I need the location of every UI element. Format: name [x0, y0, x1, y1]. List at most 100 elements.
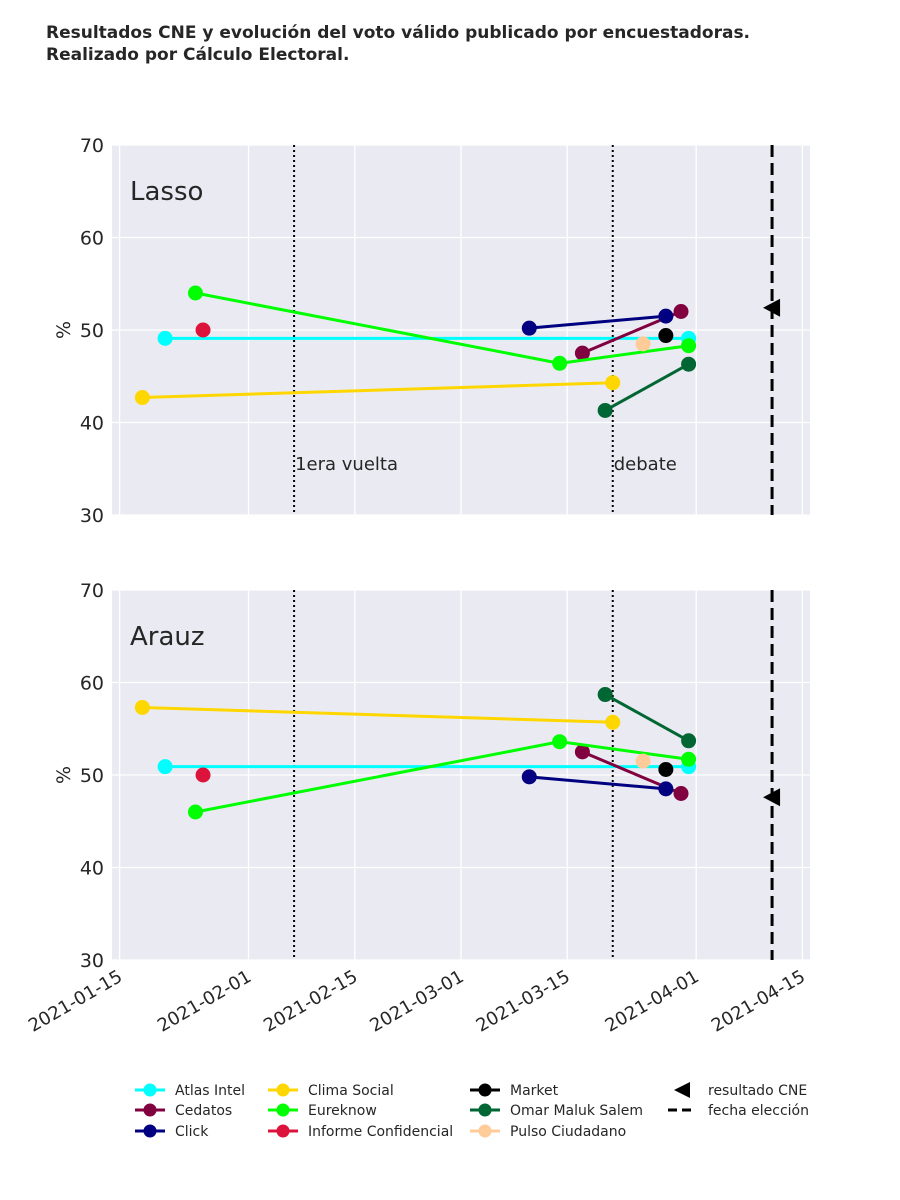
cne-result-marker [763, 298, 781, 317]
data-point-click [658, 781, 674, 797]
legend-triangle-icon [674, 1082, 690, 1098]
legend-marker [478, 1103, 492, 1117]
panel-title-arauz: Arauz [130, 622, 205, 652]
legend-label: Omar Maluk Salem [510, 1103, 643, 1119]
legend-item-click: Click [135, 1124, 209, 1140]
data-point-click [521, 320, 537, 336]
data-point-cedatos [673, 304, 689, 319]
panel-lasso: 30 40 50 60 70% Lasso 1era vuelta debate [53, 135, 810, 527]
legend-marker [143, 1103, 157, 1117]
x-tick-label: 2021-03-01 [366, 966, 467, 1036]
data-point-informe-confidencial [195, 322, 211, 338]
legend-item-informe-confidencial: Informe Confidencial [268, 1124, 453, 1140]
data-point-eureknow [552, 355, 568, 371]
legend-label: Pulso Ciudadano [510, 1124, 626, 1140]
legend-label: Clima Social [308, 1083, 394, 1099]
y-tick-label: 70 [80, 580, 104, 602]
legend-item-resultado-cne: resultado CNE [674, 1082, 807, 1099]
legend-item-eureknow: Eureknow [268, 1103, 377, 1119]
data-point-eureknow [187, 285, 203, 301]
legend-item-atlas-intel: Atlas Intel [135, 1083, 245, 1099]
data-point-eureknow [552, 734, 568, 750]
x-tick-label: 2021-02-15 [260, 966, 361, 1036]
series-line-clima-social [142, 381, 613, 400]
data-point-clima-social [605, 714, 621, 730]
legend-label: fecha elección [708, 1103, 809, 1119]
data-point-omar-maluk-salem [597, 687, 613, 703]
legend-label: Atlas Intel [175, 1083, 245, 1099]
data-point-clima-social [605, 375, 621, 391]
x-tick-label: 2021-03-15 [473, 966, 574, 1036]
y-tick-label: 30 [80, 505, 104, 527]
data-point-omar-maluk-salem [681, 733, 697, 749]
legend-item-pulso-ciudadano: Pulso Ciudadano [470, 1124, 626, 1140]
series-line-click [529, 314, 666, 330]
data-point-click [521, 769, 537, 785]
data-point-clima-social [134, 390, 150, 406]
legend-marker [143, 1083, 157, 1097]
legend-marker [276, 1103, 290, 1117]
cne-result-marker [763, 788, 781, 807]
legend-marker [478, 1083, 492, 1097]
legend-label: Market [510, 1083, 559, 1099]
y-tick-label: 50 [80, 320, 104, 342]
y-tick-label: 60 [80, 673, 104, 695]
y-tick-label: 50 [80, 765, 104, 787]
y-tick-label: 30 [80, 950, 104, 972]
legend-label: Cedatos [175, 1103, 232, 1119]
x-tick-label: 2021-04-01 [602, 966, 703, 1036]
series-line-clima-social [142, 705, 613, 724]
y-tick-label: 70 [80, 135, 104, 157]
y-tick-label: 40 [80, 858, 104, 880]
x-tick-label: 2021-04-15 [708, 966, 809, 1036]
legend-label: Eureknow [308, 1103, 377, 1119]
event-label-debate: debate [614, 454, 677, 475]
data-point-market [658, 328, 674, 344]
series-line-omar-maluk-salem [604, 362, 690, 412]
y-tick-label: 40 [80, 413, 104, 435]
legend: Atlas Intel Cedatos Click Clima Social Eurek… [135, 1082, 809, 1140]
y-tick-label: 60 [80, 228, 104, 250]
data-point-cedatos [673, 786, 689, 801]
legend-label: resultado CNE [708, 1083, 807, 1099]
data-point-eureknow [187, 804, 203, 820]
data-point-atlas-intel [157, 759, 173, 775]
legend-marker [478, 1124, 492, 1138]
legend-marker [276, 1124, 290, 1138]
data-point-market [658, 761, 674, 777]
data-point-eureknow [681, 338, 697, 354]
series-line-click [529, 775, 666, 791]
x-tick-label: 2021-01-15 [25, 966, 126, 1036]
panel-title-lasso: Lasso [130, 177, 203, 207]
data-point-click [658, 308, 674, 324]
chart-title-line-2: Realizado por Cálculo Electoral. [46, 45, 350, 65]
data-point-informe-confidencial [195, 767, 211, 783]
chart-title: Resultados CNE y evolución del voto váli… [46, 22, 750, 66]
legend-item-omar-maluk-salem: Omar Maluk Salem [470, 1103, 643, 1119]
legend-item-fecha-eleccion: fecha elección [668, 1103, 809, 1119]
legend-label: Click [175, 1124, 209, 1140]
legend-item-market: Market [470, 1083, 559, 1099]
data-point-cedatos [574, 744, 590, 760]
legend-item-clima-social: Clima Social [268, 1083, 394, 1099]
panel-arauz: 30 40 50 60 70% Arauz [53, 580, 810, 972]
y-axis-label: % [53, 321, 75, 339]
series-line-omar-maluk-salem [604, 693, 690, 743]
y-axis-label: % [53, 766, 75, 784]
chart-title-line-1: Resultados CNE y evolución del voto váli… [46, 23, 751, 43]
data-point-omar-maluk-salem [681, 356, 697, 372]
data-point-atlas-intel [157, 330, 173, 346]
data-point-eureknow [681, 751, 697, 767]
data-point-cedatos [574, 345, 590, 361]
data-point-pulso-ciudadano [635, 336, 651, 352]
data-point-clima-social [134, 699, 150, 715]
data-point-pulso-ciudadano [635, 753, 651, 769]
event-label-1era-vuelta: 1era vuelta [295, 454, 398, 475]
data-point-omar-maluk-salem [597, 402, 613, 418]
x-tick-label: 2021-02-01 [154, 966, 255, 1036]
legend-marker [143, 1124, 157, 1138]
legend-marker [276, 1083, 290, 1097]
legend-label: Informe Confidencial [308, 1124, 453, 1140]
legend-item-cedatos: Cedatos [135, 1103, 232, 1119]
